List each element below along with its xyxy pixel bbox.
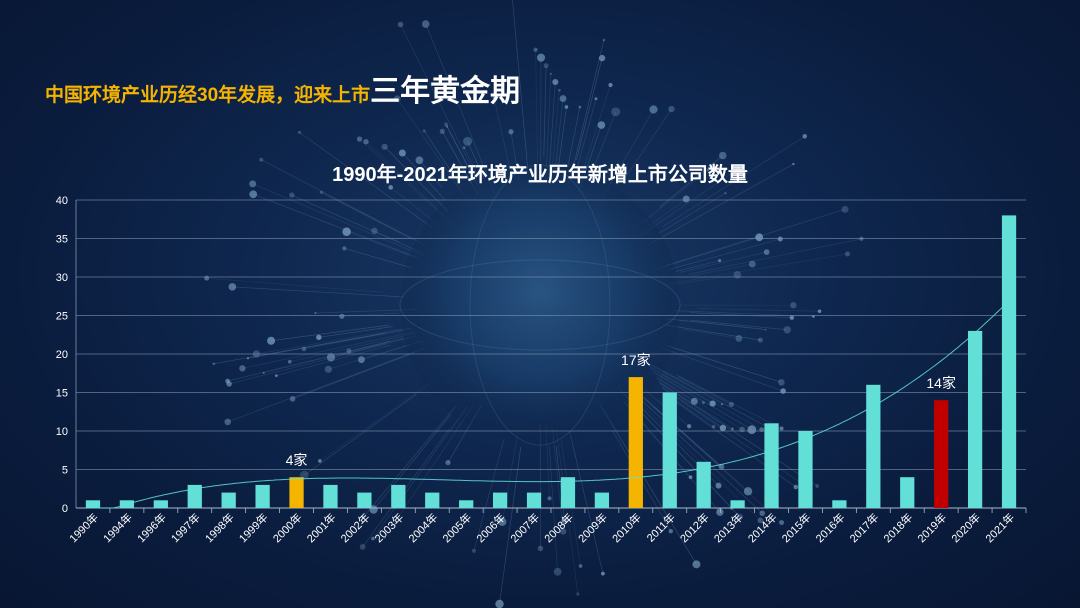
y-tick-label: 40: [56, 195, 68, 207]
x-tick-label: 2006年: [473, 510, 508, 545]
bar: [866, 384, 881, 508]
bar: [187, 484, 202, 508]
bar: [594, 492, 610, 508]
bar: [696, 461, 711, 508]
x-tick-label: 2009年: [575, 510, 610, 545]
bar: [967, 330, 983, 508]
bar: [425, 492, 440, 508]
y-tick-label: 0: [62, 503, 68, 515]
y-tick-label: 5: [62, 465, 68, 477]
x-tick-label: 2013年: [711, 510, 746, 545]
y-tick-label: 10: [56, 426, 68, 438]
x-tick-label: 2010年: [609, 510, 644, 545]
x-tick-label: 1994年: [100, 510, 135, 545]
x-tick-label: 2008年: [541, 510, 576, 545]
bar: [526, 492, 542, 508]
x-tick-label: 1997年: [168, 510, 203, 545]
bar: [391, 484, 406, 508]
data-label: 17家: [621, 352, 651, 368]
x-tick-label: 2018年: [880, 510, 915, 545]
x-tick-label: 2005年: [439, 510, 474, 545]
x-tick-label: 2020年: [948, 510, 983, 545]
bar: [85, 500, 101, 508]
x-tick-label: 2019年: [914, 510, 949, 545]
bar: [764, 423, 779, 508]
x-tick-label: 2000年: [270, 510, 305, 545]
x-tick-label: 2004年: [405, 510, 440, 545]
gridlines: [76, 199, 1026, 509]
bar: [323, 484, 338, 508]
bar: [900, 477, 915, 508]
x-tick-label: 1990年: [66, 510, 101, 545]
x-tick-label: 2003年: [371, 510, 406, 545]
bar: [459, 500, 474, 508]
bar: [1001, 215, 1017, 508]
x-tick-label: 1998年: [202, 510, 237, 545]
trend-line: [93, 300, 1010, 509]
headline-text: 中国环境产业历经30年发展，迎来上市: [45, 85, 371, 106]
bar: [798, 431, 813, 508]
x-tick-label: 2001年: [304, 510, 339, 545]
x-tick-label: 1999年: [236, 510, 271, 545]
x-tick-label: 2007年: [507, 510, 542, 545]
bar: [662, 392, 677, 508]
bar: [221, 492, 236, 508]
y-tick-label: 20: [56, 349, 68, 361]
x-tick-label: 2011年: [643, 510, 677, 544]
data-label: 14家: [926, 375, 956, 391]
bar: [560, 477, 576, 508]
chart-title: 1990年-2021年环境产业历年新增上市公司数量: [332, 164, 748, 186]
y-tick-label: 30: [56, 272, 68, 284]
bar: [289, 477, 304, 508]
x-tick-label: 2016年: [813, 510, 848, 545]
x-tick-label: 2017年: [846, 510, 881, 545]
bar: [357, 492, 372, 508]
x-tick-label: 1996年: [134, 510, 169, 545]
y-tick-label: 25: [56, 311, 68, 323]
x-tick-label: 2021年: [982, 510, 1017, 545]
bar: [628, 377, 643, 508]
bar: [730, 500, 745, 508]
headline: 中国环境产业历经30年发展，迎来上市三年黄金期: [45, 66, 520, 110]
bar: [832, 500, 847, 508]
bar: [934, 400, 949, 508]
x-tick-label: 2002年: [338, 510, 373, 545]
y-tick-label: 15: [56, 388, 68, 400]
data-label: 4家: [286, 452, 308, 468]
y-tick-label: 35: [56, 234, 68, 246]
x-tick-label: 2012年: [677, 510, 712, 545]
bar: [492, 492, 508, 508]
x-tick-label: 2014年: [745, 510, 780, 545]
bar: [255, 484, 270, 508]
headline-emphasis: 三年黄金期: [370, 75, 521, 108]
bar: [153, 500, 168, 508]
x-tick-label: 2015年: [779, 510, 814, 545]
